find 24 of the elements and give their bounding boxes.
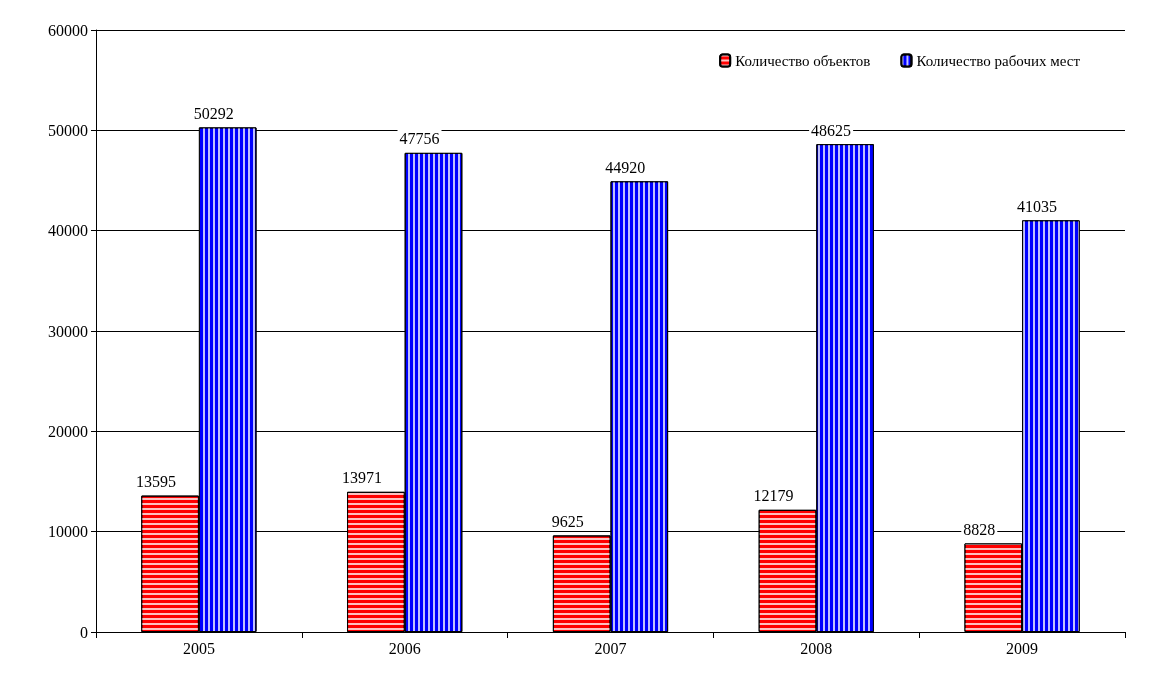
data-label: 9625 bbox=[551, 512, 584, 530]
x-tick-label: 2005 bbox=[182, 639, 215, 657]
data-label: 12179 bbox=[753, 487, 794, 505]
y-tick-label: 0 bbox=[80, 623, 88, 641]
x-tick-label: 2006 bbox=[388, 639, 421, 657]
x-tick-label: 2007 bbox=[594, 639, 627, 657]
y-tick-label: 10000 bbox=[48, 523, 88, 541]
data-label: 50292 bbox=[193, 104, 234, 122]
data-label: 13971 bbox=[341, 469, 382, 487]
data-label: 47756 bbox=[399, 130, 440, 148]
y-tick-label: 30000 bbox=[48, 322, 88, 340]
data-label: 8828 bbox=[963, 520, 996, 538]
data-label: 44920 bbox=[605, 158, 646, 176]
y-tick-label: 40000 bbox=[48, 222, 88, 240]
x-tick-label: 2009 bbox=[1006, 639, 1039, 657]
data-label: 41035 bbox=[1016, 197, 1057, 215]
y-tick-label: 60000 bbox=[48, 21, 88, 39]
data-label: 13595 bbox=[136, 473, 177, 491]
y-tick-label: 50000 bbox=[48, 121, 88, 139]
data-label: 48625 bbox=[811, 121, 852, 139]
x-tick-label: 2008 bbox=[800, 639, 833, 657]
legend-label: Количество рабочих мест bbox=[916, 52, 1081, 69]
legend-label: Количество объектов bbox=[735, 52, 871, 69]
y-tick-label: 20000 bbox=[48, 422, 88, 440]
